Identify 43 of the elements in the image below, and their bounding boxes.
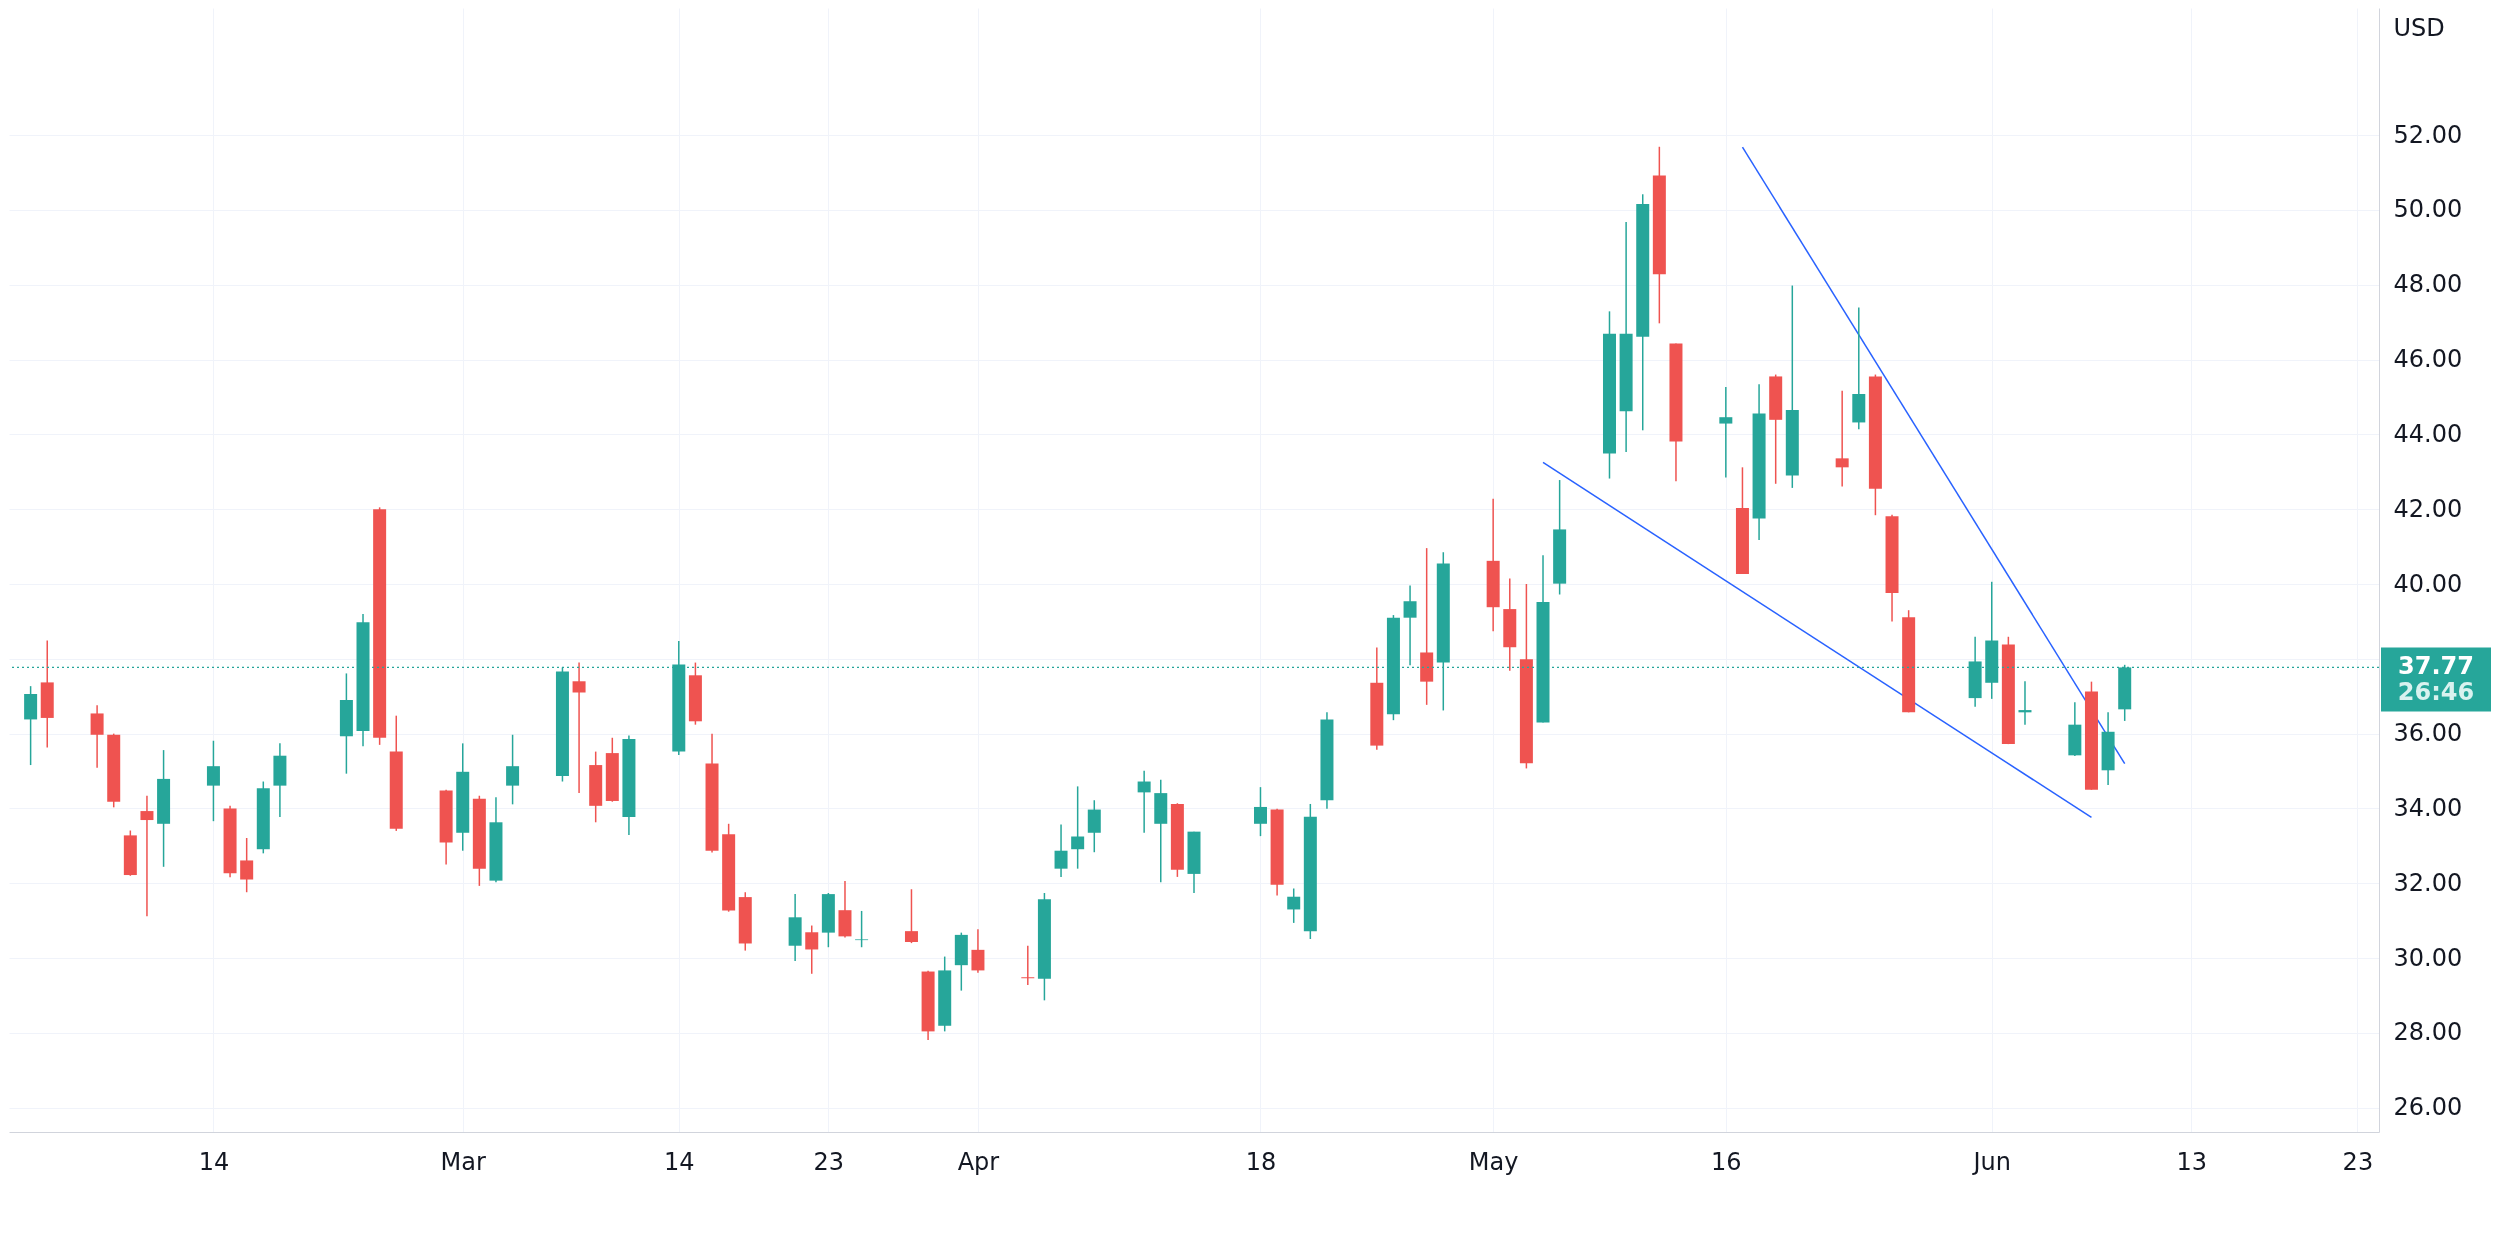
candlestick xyxy=(1719,386,1733,479)
candlestick xyxy=(1087,799,1101,853)
candlestick xyxy=(2018,680,2032,726)
y-axis-title: USD xyxy=(2393,13,2445,42)
x-tick-label: 13 xyxy=(2176,1147,2207,1176)
y-tick-label: 46.00 xyxy=(2393,345,2463,374)
text: 26:46 xyxy=(2397,678,2475,707)
y-tick-label: 42.00 xyxy=(2393,494,2463,523)
x-tick-label: Apr xyxy=(957,1147,1000,1176)
candlestick xyxy=(572,661,586,794)
x-tick-label: 23 xyxy=(2342,1147,2374,1176)
candlestick xyxy=(506,734,520,806)
y-tick-label: 52.00 xyxy=(2393,120,2463,149)
candlestick xyxy=(1071,785,1085,870)
candlestick xyxy=(1287,887,1301,924)
x-tick-label: May xyxy=(1468,1147,1519,1176)
candlestick xyxy=(855,910,869,948)
y-tick-label: 36.00 xyxy=(2393,719,2463,748)
x-tick-label: 14 xyxy=(664,1147,695,1176)
x-tick-label: 14 xyxy=(198,1147,230,1176)
x-tick-label: 23 xyxy=(813,1147,845,1176)
y-tick-label: 32.00 xyxy=(2393,868,2463,897)
y-tick-label: 40.00 xyxy=(2393,569,2463,598)
candlestick xyxy=(904,888,918,944)
candlestick xyxy=(971,928,985,974)
x-tick-label: 18 xyxy=(1245,1147,1277,1176)
candlestick xyxy=(1403,584,1417,666)
y-tick-label: 50.00 xyxy=(2393,195,2463,224)
y-tick-label: 34.00 xyxy=(2393,793,2463,822)
y-tick-label: 28.00 xyxy=(2393,1018,2463,1047)
y-tick-label: 26.00 xyxy=(2393,1093,2463,1122)
x-tick-label: Jun xyxy=(1971,1147,2011,1176)
x-tick-label: Mar xyxy=(440,1147,487,1176)
candlestick xyxy=(1137,769,1151,834)
y-tick-label: 30.00 xyxy=(2393,943,2463,972)
candlestick xyxy=(1835,389,1849,488)
candlestick xyxy=(805,924,819,975)
x-tick-label: 16 xyxy=(1711,1147,1742,1176)
y-tick-label: 44.00 xyxy=(2393,419,2463,448)
candlestick xyxy=(1253,786,1267,837)
ref-line-label: 37.77 xyxy=(2398,652,2474,681)
candlestick xyxy=(1054,823,1068,878)
y-tick-label: 48.00 xyxy=(2393,270,2463,299)
